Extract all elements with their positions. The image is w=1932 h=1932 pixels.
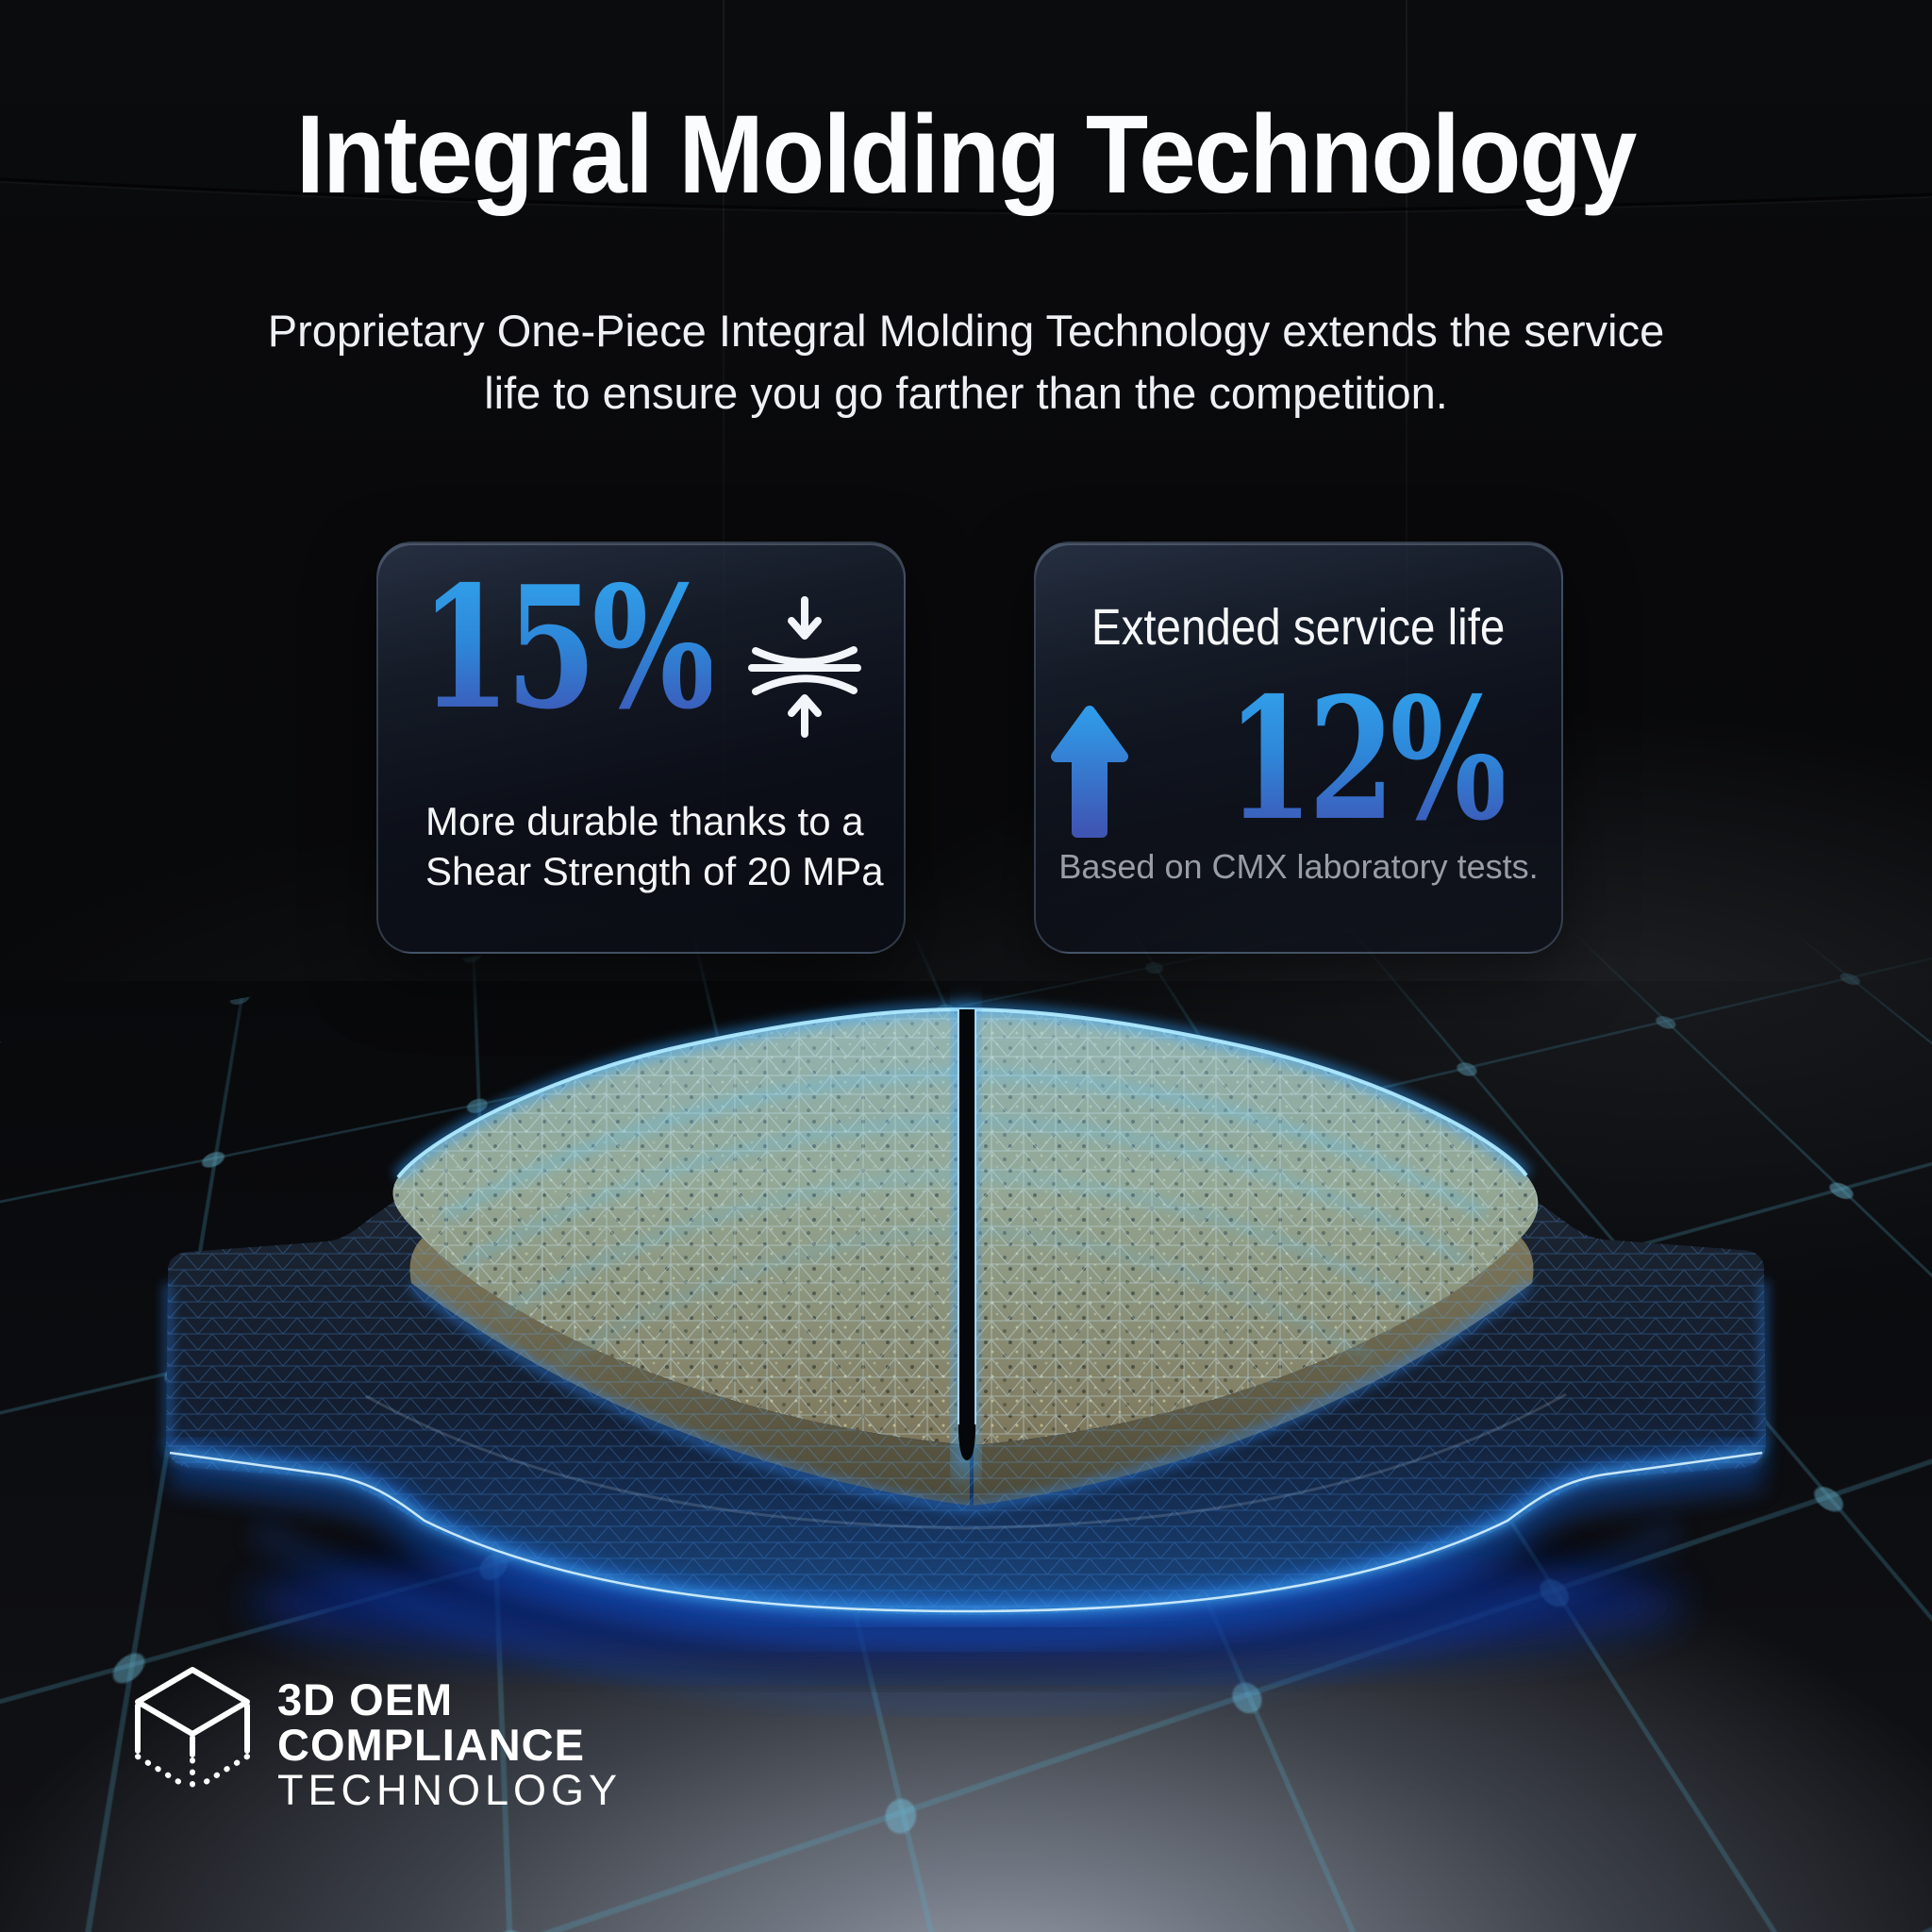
wall-seam-vertical-left — [723, 0, 724, 1000]
wall-seam-horizontal — [0, 0, 1932, 1085]
compression-icon — [748, 596, 861, 738]
service-life-card: Extended service life 12% Based on CMX l… — [1034, 541, 1563, 954]
badge-line-2: COMPLIANCE — [277, 1720, 585, 1770]
subtitle-line-2: life to ensure you go farther than the c… — [484, 368, 1448, 418]
badge-line-3: TECHNOLOGY — [277, 1766, 623, 1814]
brake-pad-illustration — [164, 1002, 1768, 1717]
service-life-title: Extended service life — [1091, 599, 1506, 656]
durability-card: 15% More durable thanks to a Shear Stren… — [376, 541, 906, 954]
cube-3d-icon — [135, 1667, 250, 1791]
durability-description: More durable thanks to a Shear Strength … — [425, 799, 884, 893]
service-life-footnote: Based on CMX laboratory tests. — [1058, 847, 1539, 886]
page-subtitle: Proprietary One-Piece Integral Molding T… — [0, 300, 1932, 425]
page-title: Integral Molding Technology — [296, 92, 1638, 217]
wall-seam-vertical-right — [1406, 0, 1407, 1000]
durability-stat: 15% — [420, 549, 716, 746]
subtitle-line-1: Proprietary One-Piece Integral Molding T… — [267, 306, 1665, 356]
badge-line-1: 3D OEM — [277, 1674, 454, 1724]
background-wall — [0, 0, 1932, 1085]
service-life-stat: 12% — [1226, 660, 1507, 858]
compliance-badge: 3D OEM COMPLIANCE TECHNOLOGY — [132, 1664, 622, 1813]
arrow-up-icon — [1050, 706, 1128, 838]
